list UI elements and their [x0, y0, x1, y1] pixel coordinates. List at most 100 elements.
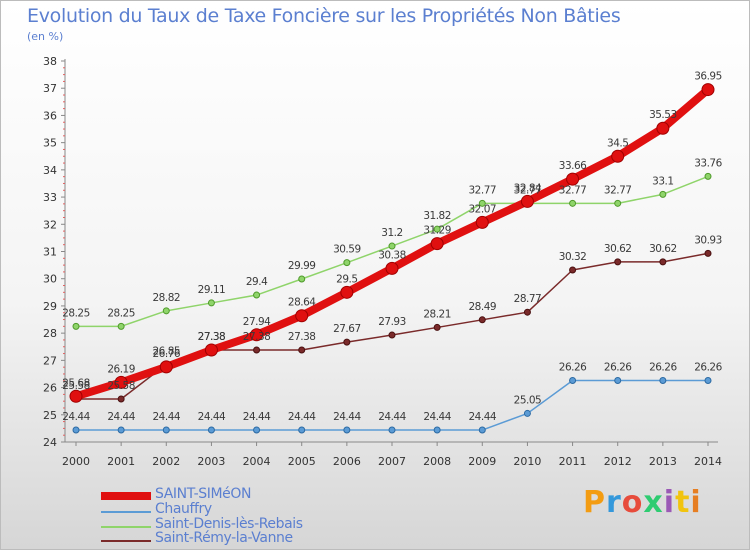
x-tick-label: 2006	[333, 455, 361, 468]
legend-swatch	[101, 511, 151, 513]
data-label: 31.2	[381, 227, 402, 239]
logo-letter: i	[690, 485, 702, 520]
legend-swatch	[101, 526, 151, 528]
data-label: 26.26	[604, 361, 632, 373]
data-point	[204, 343, 218, 357]
data-point	[72, 426, 80, 434]
data-label: 32.77	[604, 184, 632, 196]
data-label: 32.77	[559, 184, 587, 196]
data-label: 26.26	[649, 361, 677, 373]
data-point	[117, 395, 125, 403]
data-point	[207, 426, 215, 434]
data-label: 28.25	[62, 307, 90, 319]
data-label: 26.85	[153, 345, 181, 357]
logo-letter: r	[606, 485, 622, 520]
data-label: 25.68	[62, 377, 90, 389]
data-point	[388, 242, 396, 250]
data-point	[162, 426, 170, 434]
data-label: 35.53	[649, 109, 677, 121]
y-tick-label: 37	[43, 82, 57, 95]
x-tick-label: 2003	[197, 455, 225, 468]
data-point	[701, 83, 715, 97]
data-label: 32.77	[469, 184, 497, 196]
data-label: 29.99	[288, 260, 316, 272]
data-point	[478, 316, 486, 324]
y-tick-label: 35	[43, 137, 57, 150]
data-point	[72, 322, 80, 330]
legend-swatch	[101, 540, 151, 542]
data-point	[343, 426, 351, 434]
data-point	[478, 426, 486, 434]
data-label: 27.38	[243, 331, 271, 343]
data-label: 27.38	[198, 331, 226, 343]
y-tick-label: 29	[43, 300, 57, 313]
data-label: 30.32	[559, 251, 587, 263]
data-label: 31.82	[423, 210, 451, 222]
y-tick-label: 26	[43, 382, 57, 395]
x-tick-label: 2005	[288, 455, 316, 468]
y-tick-label: 38	[43, 55, 57, 68]
y-tick-label: 34	[43, 164, 57, 177]
data-point	[569, 376, 577, 384]
y-tick-label: 33	[43, 191, 57, 204]
data-point	[430, 237, 444, 251]
logo-letter: t	[675, 485, 691, 520]
data-point	[433, 225, 441, 233]
data-label: 27.38	[198, 331, 226, 343]
unit-label: (en %)	[27, 30, 64, 43]
data-label: 24.44	[423, 411, 451, 423]
x-tick-label: 2011	[559, 455, 587, 468]
data-point	[523, 308, 531, 316]
data-point	[340, 285, 354, 299]
data-point	[704, 172, 712, 180]
y-tick-label: 32	[43, 218, 57, 231]
data-label: 25.58	[107, 380, 135, 392]
data-label: 28.25	[107, 307, 135, 319]
proxiti-logo: Proxiti	[583, 485, 702, 520]
data-point	[433, 323, 441, 331]
data-point	[298, 275, 306, 283]
data-point	[253, 346, 261, 354]
data-label: 31.29	[423, 225, 451, 237]
data-label: 30.93	[694, 234, 722, 246]
legend-label: Saint-Rémy-la-Vanne	[155, 530, 293, 546]
data-point	[475, 215, 489, 229]
y-tick-label: 24	[43, 436, 57, 449]
legend-swatch	[101, 492, 151, 500]
data-label: 28.77	[514, 293, 542, 305]
data-point	[69, 389, 83, 403]
data-label: 24.44	[378, 411, 406, 423]
data-point	[569, 266, 577, 274]
data-point	[520, 194, 534, 208]
data-label: 29.11	[198, 284, 226, 296]
x-tick-label: 2009	[468, 455, 496, 468]
data-label: 29.4	[246, 276, 268, 288]
logo-letter: P	[583, 485, 606, 520]
y-tick-label: 30	[43, 273, 57, 286]
data-point	[566, 172, 580, 186]
data-label: 24.44	[243, 411, 271, 423]
data-label: 36.95	[694, 71, 722, 83]
x-tick-label: 2014	[694, 455, 722, 468]
data-label: 30.62	[604, 243, 632, 255]
data-point	[207, 299, 215, 307]
data-point	[614, 376, 622, 384]
data-label: 26.26	[559, 361, 587, 373]
data-label: 24.44	[469, 411, 497, 423]
data-point	[117, 426, 125, 434]
data-label: 33.1	[652, 175, 673, 187]
data-point	[250, 328, 264, 342]
data-label: 24.44	[288, 411, 316, 423]
data-point	[388, 331, 396, 339]
data-label: 27.94	[243, 316, 271, 328]
data-label: 30.59	[333, 244, 361, 256]
y-tick-label: 36	[43, 109, 57, 122]
data-point	[569, 199, 577, 207]
data-point	[162, 307, 170, 315]
data-label: 28.82	[153, 292, 181, 304]
data-label: 28.49	[469, 301, 497, 313]
data-point	[656, 121, 670, 135]
data-label: 29.5	[336, 273, 357, 285]
